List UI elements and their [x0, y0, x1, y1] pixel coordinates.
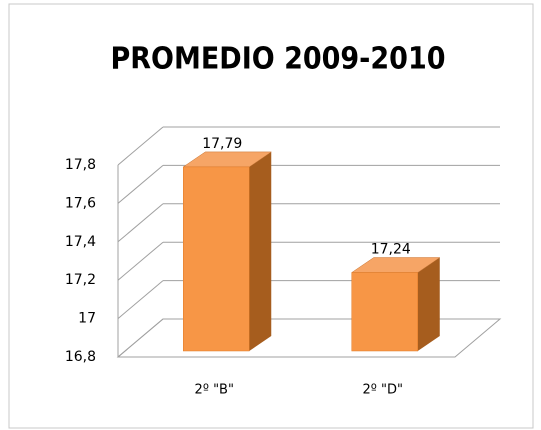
grid-line [117, 165, 164, 204]
y-tick-label: 17 [78, 311, 96, 327]
bar-side [417, 257, 440, 351]
grid-line [117, 241, 164, 281]
chart-title: PROMEDIO 2009-2010 [110, 42, 445, 77]
x-tick-label: 2º "D" [363, 383, 404, 398]
grid-line [117, 126, 164, 166]
y-tick-label: 17,4 [65, 234, 96, 250]
grid-line [117, 280, 164, 319]
bar [351, 272, 418, 352]
y-tick-label: 17,8 [65, 157, 96, 173]
y-tick-label: 16,8 [65, 349, 96, 365]
y-tick-label: 17,2 [65, 272, 96, 288]
bar [183, 166, 250, 352]
y-tick-label: 17,6 [65, 195, 96, 211]
x-tick-label: 2º "B" [195, 383, 234, 398]
grid-line [117, 203, 164, 243]
grid-line [117, 318, 164, 358]
bar-side [249, 151, 272, 351]
data-label: 17,24 [371, 242, 411, 258]
data-label: 17,79 [202, 136, 242, 152]
